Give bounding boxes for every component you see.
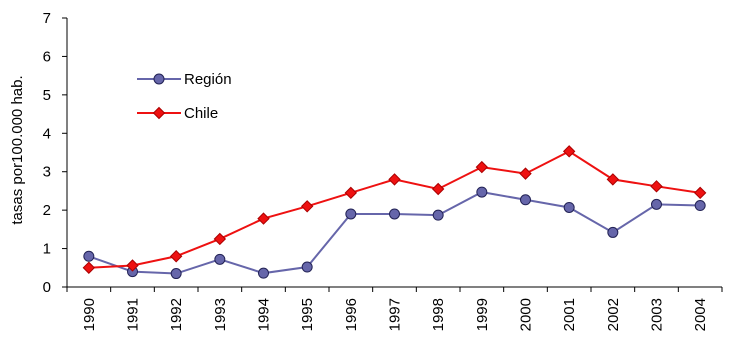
x-tick-label: 1997 (387, 298, 404, 331)
y-tick-label: 2 (43, 202, 51, 219)
diamond-marker (606, 173, 620, 186)
diamond-marker (300, 200, 314, 213)
circle-marker (694, 200, 706, 212)
circle-marker (258, 267, 269, 279)
circle-marker (214, 253, 226, 265)
circle-marker (432, 209, 444, 221)
y-tick-label: 6 (43, 48, 51, 65)
x-tick-label: 2001 (561, 298, 578, 331)
circle-marker (651, 198, 662, 210)
y-tick-label: 7 (43, 10, 51, 27)
x-tick-label: 2000 (518, 298, 535, 331)
diamond-marker (650, 180, 663, 193)
x-tick-label: 2003 (649, 298, 666, 331)
circle-marker (170, 268, 182, 280)
x-tick-label: 1990 (81, 298, 98, 331)
diamond-marker (475, 160, 489, 174)
diamond-marker (562, 145, 576, 158)
legend-label: Chile (184, 105, 218, 122)
circle-marker (83, 250, 95, 262)
circle-marker (153, 73, 165, 85)
y-tick-label: 4 (43, 125, 51, 142)
diamond-marker (152, 106, 166, 120)
circle-marker (345, 208, 357, 220)
legend: Región Chile (137, 71, 232, 122)
diamond-marker (693, 186, 707, 200)
circle-marker (607, 226, 619, 238)
x-tick-label: 1992 (168, 298, 185, 331)
tick-labels: 0 1 2 3 4 5 6 7 1990 1991 1992 1993 1994 1995 1996 1997… (43, 10, 710, 331)
diamond-marker (169, 250, 183, 263)
axes (62, 17, 723, 292)
series-chile (82, 145, 707, 274)
x-tick-label: 1995 (299, 298, 316, 331)
circle-marker (520, 194, 531, 206)
y-tick-label: 5 (43, 87, 51, 104)
circle-marker (476, 186, 488, 198)
diamond-marker (257, 212, 270, 225)
series-región (83, 186, 706, 280)
x-tick-label: 1993 (212, 298, 229, 331)
x-tick-label: 2002 (605, 298, 622, 331)
circle-marker (563, 201, 575, 213)
y-tick-label: 3 (43, 164, 51, 181)
circle-marker (389, 208, 400, 220)
y-axis-label: tasas por100.000 hab. (9, 75, 26, 224)
diamond-marker (388, 173, 401, 186)
y-tick-label: 1 (43, 241, 51, 258)
x-tick-label: 1999 (474, 298, 491, 331)
legend-item: Chile (137, 105, 218, 122)
legend-label: Región (184, 71, 232, 88)
circle-marker (301, 261, 313, 273)
x-tick-label: 1998 (430, 298, 447, 331)
y-tick-label: 0 (43, 279, 51, 296)
x-tick-label: 1991 (125, 298, 142, 331)
diamond-marker (213, 232, 227, 246)
series-layer (82, 145, 707, 280)
x-tick-label: 2004 (692, 298, 709, 331)
x-tick-label: 1994 (256, 298, 273, 331)
diamond-marker (519, 167, 532, 180)
diamond-marker (431, 182, 445, 196)
diamond-marker (126, 259, 139, 272)
x-tick-label: 1996 (343, 298, 360, 331)
diamond-marker (82, 261, 96, 274)
legend-item: Región (137, 71, 232, 88)
diamond-marker (344, 186, 358, 200)
